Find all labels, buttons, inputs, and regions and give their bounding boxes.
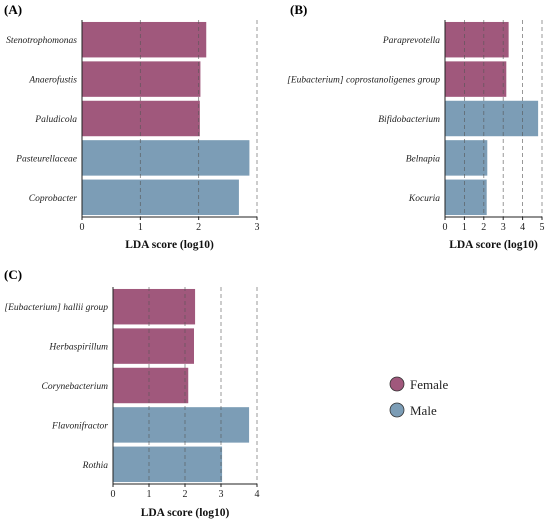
x-tick-label: 1 — [138, 222, 143, 233]
bar-stenotrophomonas — [82, 21, 207, 58]
bar-rothia — [113, 446, 223, 483]
category-label: Kocuria — [408, 194, 440, 204]
x-tick-label: 0 — [443, 222, 448, 233]
x-tick-label: 0 — [111, 489, 116, 500]
category-label: [Eubacterium] coprostanoligenes group — [287, 76, 440, 86]
legend-male-swatch — [389, 402, 405, 418]
legend: Female Male — [389, 376, 448, 418]
panel-2: (C) [Eubacterium] hallii group Herbaspiril… — [4, 267, 260, 519]
bar-pasteurellaceae — [82, 140, 250, 176]
bar-belnapia — [445, 140, 488, 176]
panel-1: (B) Paraprevotella [Eubacterium] coprostan… — [287, 2, 544, 251]
x-tick-label: 0 — [80, 222, 85, 233]
category-label: Herbaspirillum — [48, 343, 108, 353]
x-tick-label: 4 — [255, 489, 260, 500]
category-label: Bifidobacterium — [378, 114, 440, 125]
category-label: Stenotrophomonas — [6, 36, 77, 46]
bar--eubacterium-hallii-group — [113, 288, 196, 325]
x-tick-label: 2 — [183, 489, 188, 500]
category-label: Rothia — [82, 461, 109, 471]
x-tick-label: 3 — [219, 489, 224, 500]
category-label: Pasteurellaceae — [15, 154, 77, 164]
x-axis-title: LDA score (log10) — [141, 507, 230, 519]
panel-0: (A) Stenotrophomonas Anaerofustis Paludicol… — [4, 2, 260, 251]
x-tick-label: 2 — [196, 222, 201, 233]
panel-label: (C) — [4, 267, 22, 282]
category-label: Coprobacter — [29, 194, 78, 204]
bar-herbaspirillum — [113, 328, 194, 364]
bar-corynebacterium — [113, 367, 189, 404]
x-tick-label: 3 — [255, 222, 260, 233]
category-label: Anaerofustis — [28, 75, 77, 86]
bar-flavonifractor — [113, 407, 250, 443]
x-tick-label: 3 — [501, 222, 506, 233]
bar-bifidobacterium — [445, 100, 539, 137]
legend-female-swatch — [389, 376, 405, 392]
bar-coprobacter — [82, 179, 239, 216]
x-axis-title: LDA score (log10) — [449, 239, 538, 251]
panels: (A) Stenotrophomonas Anaerofustis Paludicol… — [4, 2, 545, 519]
category-label: Belnapia — [406, 154, 441, 164]
category-label: [Eubacterium] hallii group — [4, 303, 108, 313]
category-label: Paraprevotella — [382, 36, 440, 46]
bar-paraprevotella — [445, 21, 509, 58]
panel-label: (B) — [290, 2, 307, 17]
legend-male-label: Male — [410, 403, 437, 418]
x-tick-label: 4 — [520, 222, 525, 233]
category-label: Corynebacterium — [42, 382, 109, 392]
x-axis-title: LDA score (log10) — [125, 239, 214, 251]
x-tick-label: 1 — [147, 489, 152, 500]
panel-label: (A) — [4, 2, 22, 17]
x-tick-label: 2 — [481, 222, 486, 233]
x-tick-label: 1 — [462, 222, 467, 233]
category-label: Flavonifractor — [51, 420, 108, 431]
category-label: Paludicola — [34, 115, 77, 125]
bar--eubacterium-coprostanoligenes-group — [445, 61, 507, 97]
bar-anaerofustis — [82, 61, 201, 97]
legend-female-label: Female — [410, 377, 448, 392]
x-tick-label: 5 — [540, 222, 545, 233]
bar-kocuria — [445, 179, 487, 216]
bar-paludicola — [82, 100, 200, 137]
